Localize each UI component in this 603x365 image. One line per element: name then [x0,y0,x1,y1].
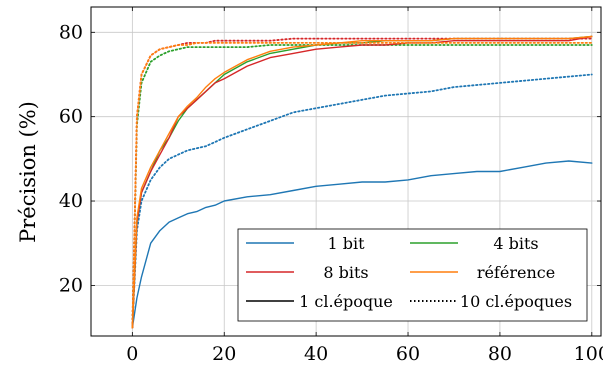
legend-label: 1 cl.époque [299,292,393,311]
x-tick-label: 80 [488,343,512,365]
x-tick-label: 0 [126,343,138,365]
series-line-1-bit-1-epoque [131,160,593,329]
legend-label: référence [477,263,555,282]
series-line-référence-1-epoque [131,35,593,329]
series-line-1-bit-10-epoques [131,73,593,329]
legend-box [237,228,588,322]
x-tick-label: 20 [212,343,236,365]
y-tick-label: 20 [59,274,83,296]
legend-label: 8 bits [323,263,368,282]
y-tick-label: 40 [59,190,83,212]
x-tick-label: 60 [396,343,420,365]
y-axis-label: Précision (%) [16,101,40,243]
series-line-8-bits-1-epoque [131,35,593,329]
legend: 1 bit 4 bits 8 bits référence 1 cl.époque 10 … [237,228,588,322]
x-tick-label: 40 [304,343,328,365]
plot-frame [90,6,602,337]
ticks: 0 20 40 60 80 100 20 40 60 80 [59,7,603,365]
y-tick-label: 60 [59,106,83,128]
y-tick-label: 80 [59,21,83,43]
legend-label: 1 bit [327,234,365,253]
series-layer [131,35,593,329]
legend-label: 4 bits [493,234,538,253]
legend-label: 10 cl.époques [460,292,572,311]
series-line-référence-10-epoques [131,42,593,329]
x-tick-label: 100 [574,343,603,365]
series-line-4-bits-10-epoques [131,44,593,329]
